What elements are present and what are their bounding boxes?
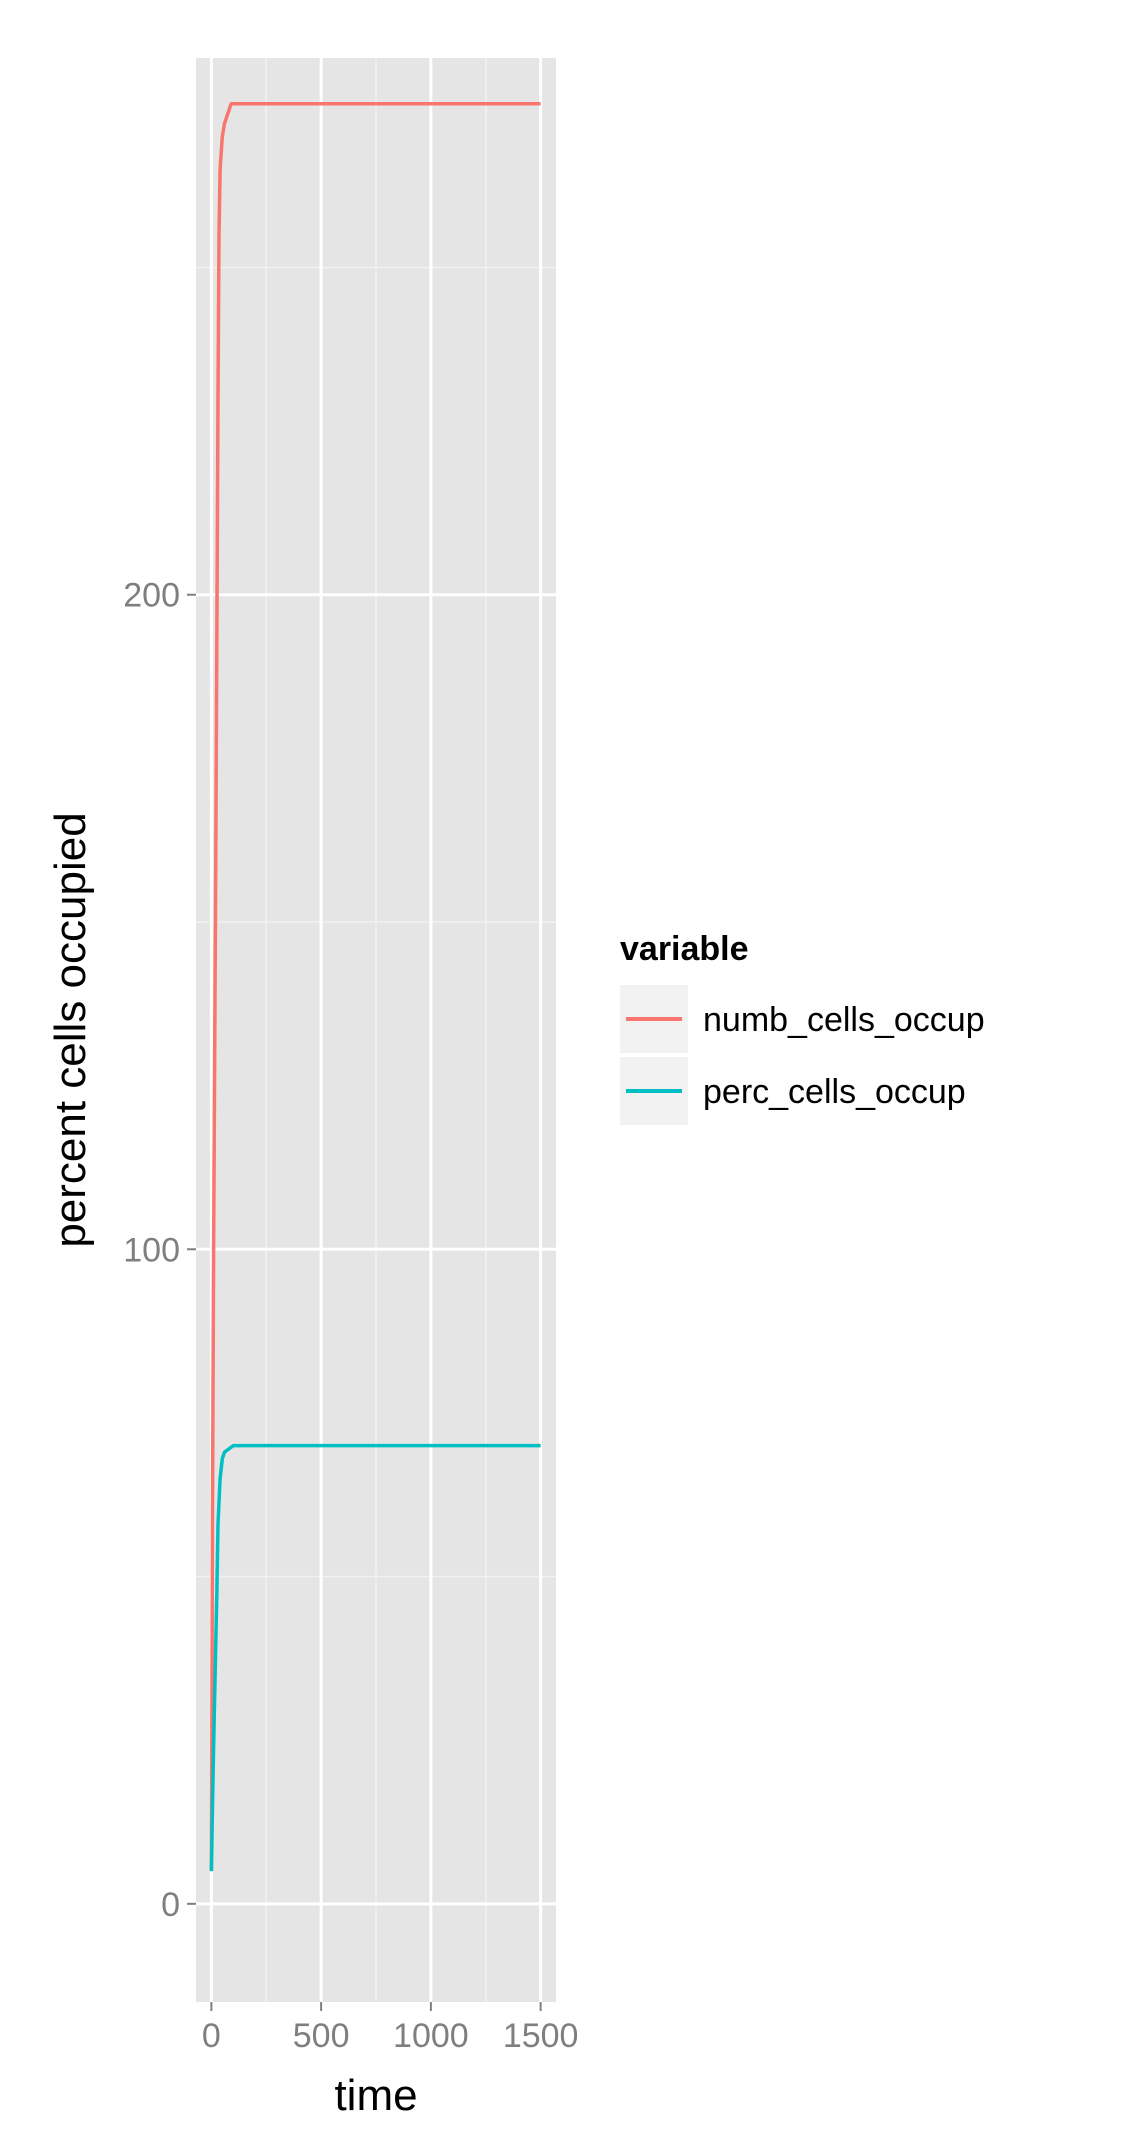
legend-label-numb-cells-occup: numb_cells_occup [703,1001,985,1039]
x-tick-label: 500 [293,2017,350,2055]
minor-gridlines [196,58,556,2002]
x-tick-label: 1500 [503,2017,579,2055]
legend-label-perc-cells-occup: perc_cells_occup [703,1073,966,1111]
x-tick-label: 1000 [393,2017,469,2055]
series-lines [209,102,541,1872]
y-tick-label: 200 [123,577,180,615]
series-line-numb-cells-occup [209,102,541,1872]
x-tick-label: 0 [202,2017,221,2055]
y-axis-title: percent cells occupied [46,812,95,1247]
axes: 0 500 1000 1500 0 100 200 [123,577,578,2055]
legend: variable numb_cells_occup perc_cells_occ… [620,930,985,1125]
y-tick-label: 0 [161,1886,180,1924]
x-axis-title: time [334,2071,417,2120]
y-tick-label: 100 [123,1231,180,1269]
legend-title: variable [620,930,749,968]
series-line-perc-cells-occup [209,1443,541,1872]
